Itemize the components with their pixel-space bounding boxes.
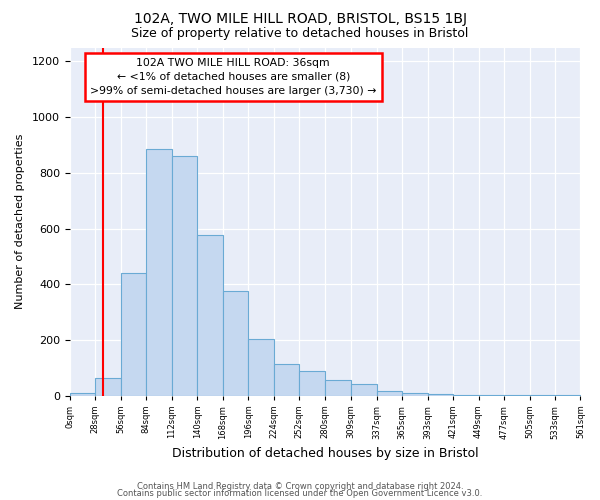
Bar xyxy=(146,149,172,396)
Bar xyxy=(428,394,453,396)
Bar xyxy=(274,364,299,396)
Bar xyxy=(377,392,402,396)
Text: Contains HM Land Registry data © Crown copyright and database right 2024.: Contains HM Land Registry data © Crown c… xyxy=(137,482,463,491)
Text: Size of property relative to detached houses in Bristol: Size of property relative to detached ho… xyxy=(131,28,469,40)
Bar xyxy=(197,236,223,396)
Bar xyxy=(453,395,479,396)
Bar xyxy=(121,273,146,396)
Bar xyxy=(95,378,121,396)
Bar xyxy=(479,395,504,396)
Bar xyxy=(402,393,428,396)
Text: 102A, TWO MILE HILL ROAD, BRISTOL, BS15 1BJ: 102A, TWO MILE HILL ROAD, BRISTOL, BS15 … xyxy=(133,12,467,26)
Bar xyxy=(299,370,325,396)
Text: Contains public sector information licensed under the Open Government Licence v3: Contains public sector information licen… xyxy=(118,490,482,498)
Bar xyxy=(172,156,197,396)
Bar xyxy=(223,291,248,396)
Y-axis label: Number of detached properties: Number of detached properties xyxy=(15,134,25,310)
X-axis label: Distribution of detached houses by size in Bristol: Distribution of detached houses by size … xyxy=(172,447,478,460)
Bar xyxy=(248,338,274,396)
Bar xyxy=(70,394,95,396)
Text: 102A TWO MILE HILL ROAD: 36sqm
← <1% of detached houses are smaller (8)
>99% of : 102A TWO MILE HILL ROAD: 36sqm ← <1% of … xyxy=(90,58,376,96)
Bar xyxy=(351,384,377,396)
Bar xyxy=(325,380,351,396)
